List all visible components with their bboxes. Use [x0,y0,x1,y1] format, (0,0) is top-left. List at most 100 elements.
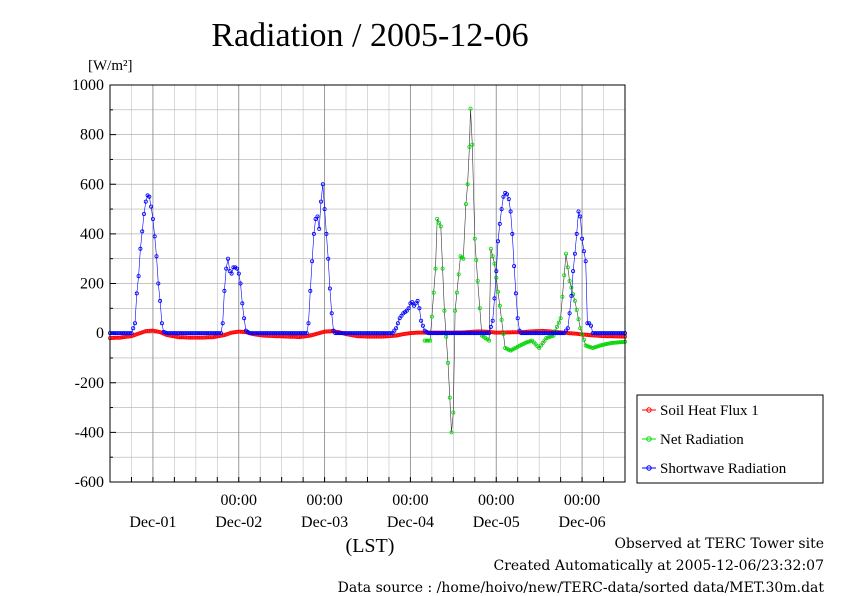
y-tick-label: -200 [75,375,104,392]
data-point [524,340,529,345]
data-point [474,257,479,262]
data-point [605,341,610,346]
data-point [138,246,143,251]
data-point [317,226,322,231]
data-point [186,335,191,340]
y-tick-label: 200 [80,276,104,293]
data-point [191,335,196,340]
data-point [592,345,597,350]
data-point [147,328,152,333]
data-point [589,323,594,328]
data-point [438,224,443,229]
data-point [426,338,431,343]
y-tick-label: 600 [80,176,104,193]
data-point [297,335,302,340]
data-point [413,301,418,306]
data-point [320,182,325,187]
data-point [431,290,436,295]
data-point [147,194,152,199]
data-point [544,336,549,341]
data-point [154,329,159,334]
data-point [200,335,205,340]
x-axis-label: (LST) [346,535,395,557]
data-point [324,231,329,236]
y-axis-label: [W/m²] [88,58,132,74]
data-point [512,330,517,335]
data-point [208,335,213,340]
data-point [410,300,415,305]
data-point [310,259,315,264]
data-point [404,331,409,336]
data-point [562,273,567,278]
data-point [213,331,218,336]
data-point [526,339,531,344]
data-point [440,266,445,271]
data-point [197,335,202,340]
data-point [472,236,477,241]
time-tick-label: 00:00 [306,492,342,509]
data-point [177,335,182,340]
date-tick-label: Dec-05 [473,514,520,531]
data-point [225,331,230,336]
data-point [122,335,127,340]
data-point [587,321,592,326]
data-point [583,259,588,264]
data-point [397,332,402,337]
data-point [247,331,252,336]
data-point [186,331,191,336]
data-point [596,344,601,349]
data-point [268,333,273,338]
data-point [224,332,229,337]
data-point [322,329,327,334]
source-caption: Data source : /home/hoivo/new/TERC-data/… [337,580,824,596]
data-point [415,298,420,303]
time-tick-label: 00:00 [564,492,600,509]
data-point [590,345,595,350]
data-point [599,343,604,348]
data-point [136,331,141,336]
data-point [141,329,146,334]
data-point [134,332,139,337]
data-point [154,254,159,259]
data-point [390,331,395,336]
data-point [497,330,502,335]
data-point [567,311,572,316]
data-point [587,344,592,349]
data-point [159,321,164,326]
data-point [454,290,459,295]
data-point [495,239,500,244]
data-point [388,331,393,336]
legend: Soil Heat Flux 1 Net Radiation Shortwave R… [636,394,824,484]
data-point [488,246,493,251]
data-point [574,307,579,312]
data-point [211,331,216,336]
data-point [213,334,218,339]
data-point [311,231,316,236]
data-point [517,328,522,333]
data-point [571,331,576,336]
legend-label: Soil Heat Flux 1 [660,403,759,419]
data-point [140,330,145,335]
data-point [326,256,331,261]
data-point [461,256,466,261]
legend-label: Shortwave Radiation [660,461,787,477]
data-point [141,211,146,216]
data-point [515,316,520,321]
data-point [322,207,327,212]
data-point [495,289,500,294]
data-point [569,293,574,298]
data-point [506,197,511,202]
data-point [222,333,227,338]
y-tick-label: 800 [80,127,104,144]
data-point [327,286,332,291]
data-point [394,333,399,338]
data-point [603,342,608,347]
data-point [231,330,236,335]
data-point [327,329,332,334]
data-point [572,298,577,303]
data-point [490,330,495,335]
data-point [580,331,585,336]
data-point [242,316,247,321]
data-point [138,330,143,335]
data-point [540,341,545,346]
